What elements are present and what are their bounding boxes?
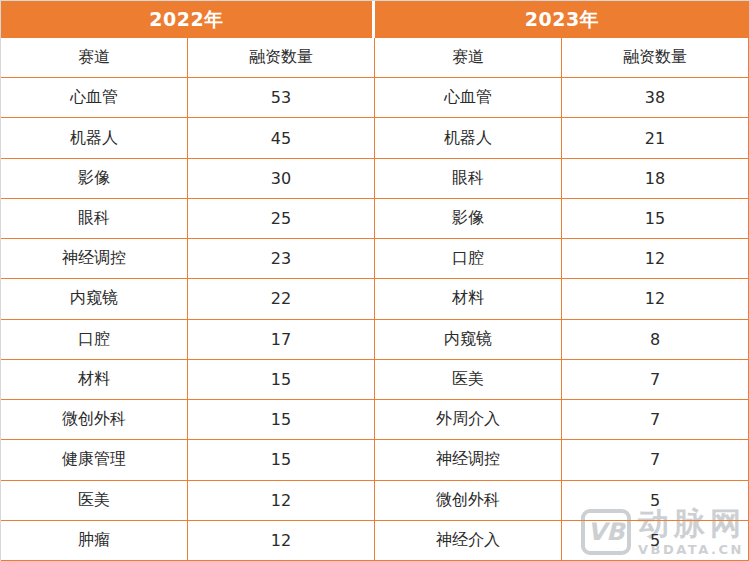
track-cell: 外周介入 xyxy=(375,400,562,440)
column-header-track-2023: 赛道 xyxy=(375,38,562,78)
count-cell: 22 xyxy=(188,279,375,319)
count-cell: 12 xyxy=(562,239,749,279)
track-cell: 眼科 xyxy=(1,199,188,239)
table-grid: 2022年 2023年 赛道 融资数量 赛道 融资数量 心血管53心血管38机器… xyxy=(1,1,749,561)
count-cell: 30 xyxy=(188,159,375,199)
count-cell: 38 xyxy=(562,78,749,118)
count-cell: 8 xyxy=(562,320,749,360)
count-cell: 21 xyxy=(562,118,749,158)
track-cell: 医美 xyxy=(375,360,562,400)
track-cell: 口腔 xyxy=(1,320,188,360)
track-cell: 眼科 xyxy=(375,159,562,199)
track-cell: 机器人 xyxy=(1,118,188,158)
track-cell: 神经介入 xyxy=(375,521,562,561)
track-cell: 材料 xyxy=(375,279,562,319)
track-cell: 口腔 xyxy=(375,239,562,279)
count-cell: 53 xyxy=(188,78,375,118)
count-cell: 23 xyxy=(188,239,375,279)
count-cell: 12 xyxy=(562,279,749,319)
count-cell: 15 xyxy=(562,199,749,239)
count-cell: 12 xyxy=(188,481,375,521)
count-cell: 25 xyxy=(188,199,375,239)
count-cell: 7 xyxy=(562,400,749,440)
track-cell: 机器人 xyxy=(375,118,562,158)
count-cell: 45 xyxy=(188,118,375,158)
track-cell: 健康管理 xyxy=(1,440,188,480)
track-cell: 内窥镜 xyxy=(375,320,562,360)
track-cell: 微创外科 xyxy=(1,400,188,440)
track-cell: 心血管 xyxy=(1,78,188,118)
count-cell: 5 xyxy=(562,481,749,521)
count-cell: 7 xyxy=(562,440,749,480)
count-cell: 7 xyxy=(562,360,749,400)
year-header-2023: 2023年 xyxy=(375,1,749,38)
track-cell: 影像 xyxy=(375,199,562,239)
track-cell: 影像 xyxy=(1,159,188,199)
column-header-count-2023: 融资数量 xyxy=(562,38,749,78)
year-header-2022: 2022年 xyxy=(1,1,375,38)
track-cell: 神经调控 xyxy=(375,440,562,480)
track-cell: 材料 xyxy=(1,360,188,400)
track-cell: 微创外科 xyxy=(375,481,562,521)
track-cell: 医美 xyxy=(1,481,188,521)
column-header-count-2022: 融资数量 xyxy=(188,38,375,78)
track-cell: 神经调控 xyxy=(1,239,188,279)
track-cell: 内窥镜 xyxy=(1,279,188,319)
count-cell: 5 xyxy=(562,521,749,561)
count-cell: 17 xyxy=(188,320,375,360)
track-cell: 肿瘤 xyxy=(1,521,188,561)
financing-comparison-table: 2022年 2023年 赛道 融资数量 赛道 融资数量 心血管53心血管38机器… xyxy=(0,0,749,561)
count-cell: 18 xyxy=(562,159,749,199)
count-cell: 15 xyxy=(188,440,375,480)
track-cell: 心血管 xyxy=(375,78,562,118)
count-cell: 12 xyxy=(188,521,375,561)
column-header-track-2022: 赛道 xyxy=(1,38,188,78)
count-cell: 15 xyxy=(188,360,375,400)
count-cell: 15 xyxy=(188,400,375,440)
